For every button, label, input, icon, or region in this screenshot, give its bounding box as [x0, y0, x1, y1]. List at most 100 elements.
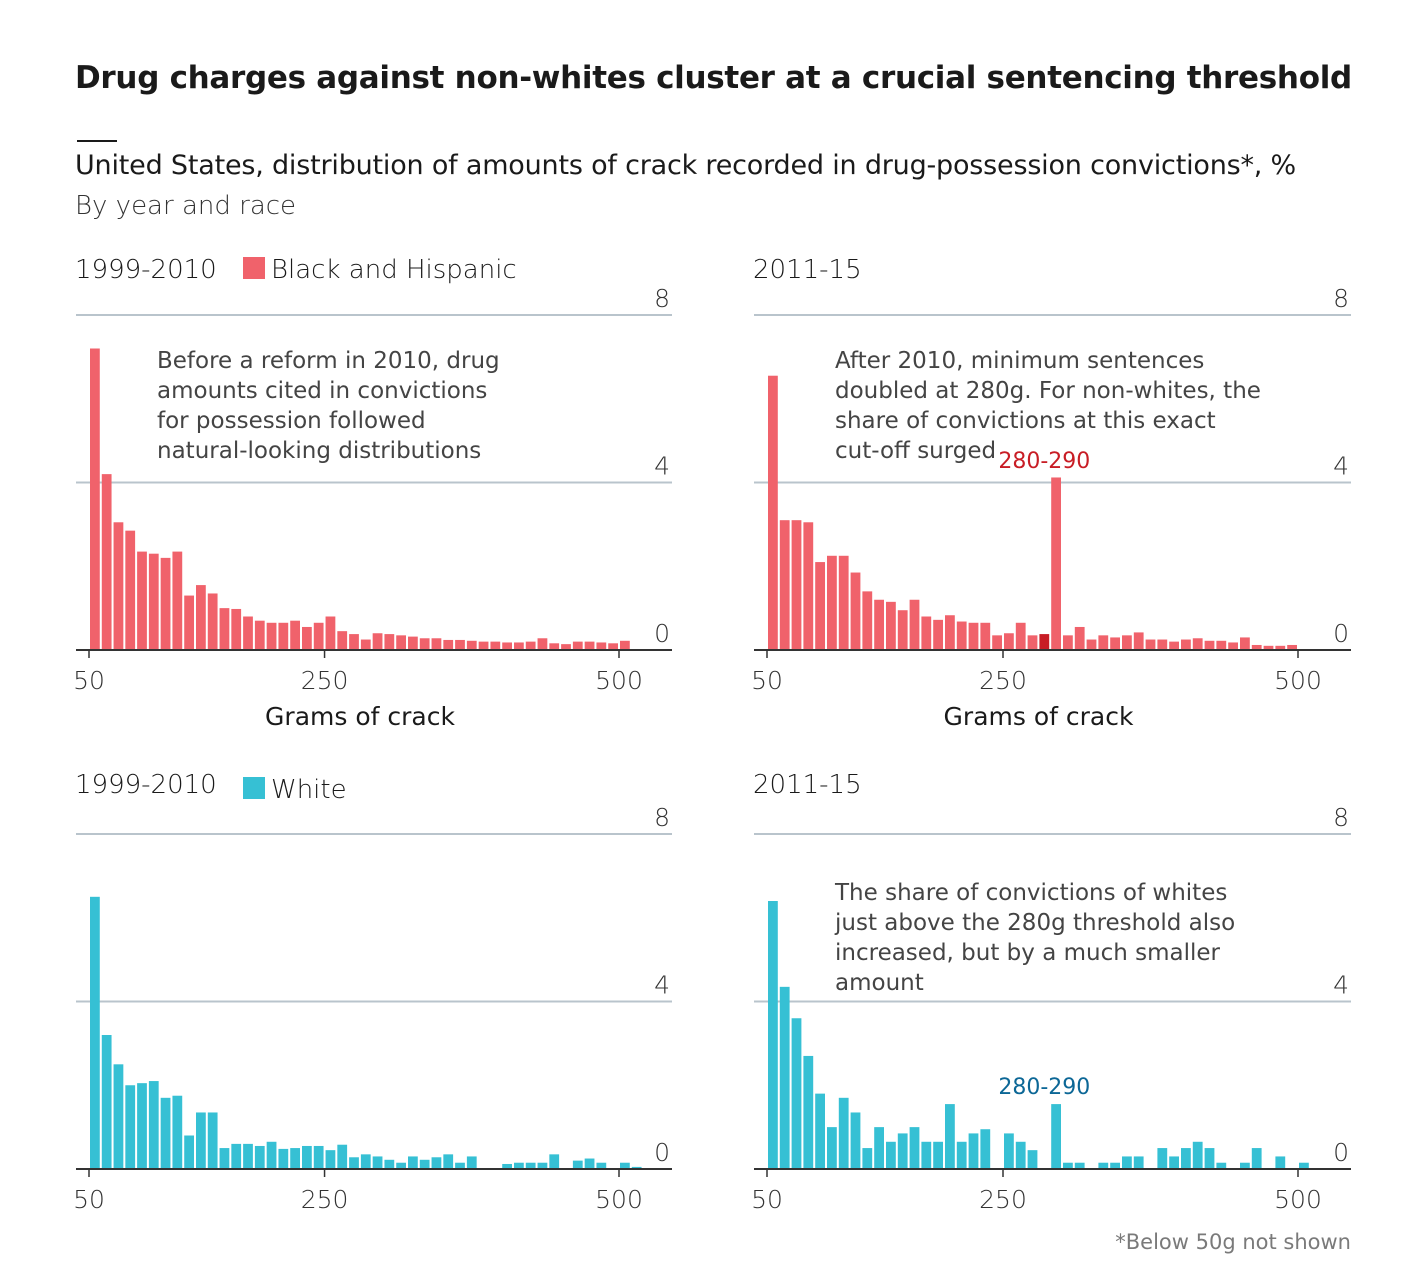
- bh-1999-2010-bar: [172, 551, 183, 650]
- w-2011-15-y-tick-4: 4: [1333, 971, 1349, 1000]
- bh-1999-2010-annotation-line: Before a reform in 2010, drug: [157, 348, 500, 374]
- w-2011-15-bar: [1063, 1162, 1073, 1169]
- bh-2011-15-bar: [1133, 632, 1144, 650]
- bh-1999-2010-bar: [408, 636, 418, 650]
- bh-1999-2010-legend-swatch: [243, 257, 265, 279]
- w-2011-15-bar: [1051, 1104, 1061, 1169]
- bh-2011-15-bar: [1063, 635, 1073, 650]
- bh-2011-15-bar: [1051, 477, 1061, 650]
- w-2011-15-bar: [850, 1112, 861, 1169]
- bh-2011-15-bar: [1110, 637, 1120, 650]
- bh-1999-2010-bar: [325, 616, 336, 650]
- w-2011-15-bar: [1074, 1162, 1085, 1169]
- bh-1999-2010-annotation-line: natural-looking distributions: [157, 438, 481, 464]
- w-2011-15-bar: [791, 1018, 802, 1169]
- w-1999-2010-bar: [207, 1112, 218, 1169]
- w-2011-15-annotation-line: amount: [835, 970, 924, 996]
- w-2011-15-bar: [1169, 1156, 1179, 1169]
- bh-2011-15-bar: [886, 601, 896, 650]
- w-2011-15-bar: [862, 1148, 873, 1169]
- bh-1999-2010-bar: [478, 641, 489, 650]
- w-1999-2010-bar: [360, 1154, 371, 1169]
- w-1999-2010-bar: [620, 1162, 630, 1169]
- bh-1999-2010-bar: [302, 626, 312, 650]
- w-1999-2010-period-label: 1999-2010: [75, 770, 217, 800]
- bh-1999-2010-bar: [137, 551, 147, 650]
- bh-1999-2010-period-label: 1999-2010: [75, 255, 217, 285]
- title-rule: [77, 140, 117, 142]
- bh-2011-15-bar: [815, 562, 825, 650]
- bh-1999-2010-bar: [349, 634, 359, 650]
- w-2011-15-bar: [1240, 1162, 1250, 1169]
- bh-1999-2010-bar: [443, 639, 454, 650]
- w-1999-2010-bar: [549, 1154, 560, 1169]
- bh-2011-15-bar: [1004, 633, 1014, 650]
- w-2011-15-bar: [827, 1127, 837, 1169]
- bh-2011-15-annotation-line: cut-off surged: [835, 438, 996, 464]
- bh-1999-2010-bar: [160, 557, 171, 650]
- bh-1999-2010-y-tick-8: 8: [654, 284, 670, 313]
- w-2011-15-x-tick-250: 250: [979, 1185, 1027, 1214]
- w-1999-2010-bar: [584, 1158, 595, 1169]
- w-1999-2010-bar: [254, 1145, 265, 1169]
- w-1999-2010-bar: [596, 1162, 607, 1169]
- w-2011-15-highlight-label: 280-290: [998, 1075, 1090, 1100]
- w-2011-15-y-tick-8: 8: [1333, 803, 1349, 832]
- w-2011-15-bar: [886, 1141, 896, 1169]
- bh-2011-15-highlight-label: 280-290: [998, 449, 1090, 474]
- w-2011-15-bar: [1299, 1162, 1309, 1169]
- w-1999-2010-legend-swatch: [243, 777, 265, 799]
- w-2011-15-period-label: 2011-15: [753, 770, 862, 800]
- w-2011-15-bar: [1122, 1156, 1132, 1169]
- w-1999-2010-bar: [419, 1159, 430, 1169]
- bh-1999-2010-bar: [514, 642, 524, 650]
- w-1999-2010-bar: [349, 1157, 359, 1169]
- w-2011-15-annotation-line: just above the 280g threshold also: [834, 910, 1235, 936]
- bh-1999-2010-y-tick-4: 4: [654, 452, 670, 481]
- w-1999-2010-bar: [172, 1095, 183, 1169]
- w-2011-15-bar: [909, 1127, 920, 1169]
- w-2011-15-bar: [1157, 1148, 1168, 1169]
- w-2011-15-bar: [838, 1097, 849, 1169]
- bh-1999-2010-bar: [419, 638, 430, 650]
- bh-2011-15-bar: [980, 622, 991, 650]
- bh-2011-15-bar: [1263, 645, 1274, 650]
- bh-2011-15-bar: [850, 572, 861, 650]
- w-1999-2010-bar: [101, 1035, 112, 1169]
- bh-1999-2010-bar: [148, 553, 159, 650]
- w-1999-2010-legend-label: White: [271, 775, 347, 805]
- bh-1999-2010-bar: [584, 641, 595, 650]
- w-2011-15-bar: [945, 1104, 955, 1169]
- bh-2011-15-bar: [1145, 639, 1156, 650]
- w-1999-2010-bar: [502, 1163, 512, 1169]
- w-2011-15-bar: [874, 1127, 884, 1169]
- w-2011-15-bar: [768, 901, 778, 1169]
- w-1999-2010-bar: [184, 1135, 194, 1169]
- bh-1999-2010-x-tick-500: 500: [595, 666, 643, 695]
- bh-2011-15-bar: [1240, 637, 1250, 650]
- w-1999-2010-bar: [455, 1162, 465, 1169]
- bh-2011-15-bar: [1098, 635, 1109, 650]
- w-1999-2010-x-tick-50: 50: [73, 1185, 105, 1214]
- w-1999-2010-x-tick-250: 250: [301, 1185, 349, 1214]
- bh-1999-2010-y-tick-0: 0: [654, 619, 670, 648]
- w-2011-15-x-tick-500: 500: [1274, 1185, 1322, 1214]
- bh-1999-2010-bar: [113, 522, 124, 650]
- w-1999-2010-bar: [90, 896, 100, 1169]
- bh-1999-2010-bar: [396, 635, 406, 650]
- w-2011-15-bar: [1216, 1162, 1227, 1169]
- w-2011-15-bar: [933, 1141, 943, 1169]
- w-2011-15-bar: [1251, 1148, 1262, 1169]
- w-2011-15-bar: [803, 1055, 814, 1169]
- bh-2011-15-bar-highlight: [1039, 634, 1050, 650]
- bh-1999-2010-bar: [572, 641, 583, 650]
- bh-1999-2010-x-tick-50: 50: [73, 666, 105, 695]
- bh-2011-15-bar: [1169, 641, 1179, 650]
- bh-1999-2010-bar: [608, 643, 618, 650]
- w-1999-2010-bar: [219, 1148, 230, 1169]
- bh-1999-2010-bar: [184, 595, 194, 650]
- w-1999-2010-bar: [525, 1162, 536, 1169]
- w-1999-2010-y-tick-0: 0: [654, 1138, 670, 1167]
- w-1999-2010-bar: [243, 1143, 253, 1169]
